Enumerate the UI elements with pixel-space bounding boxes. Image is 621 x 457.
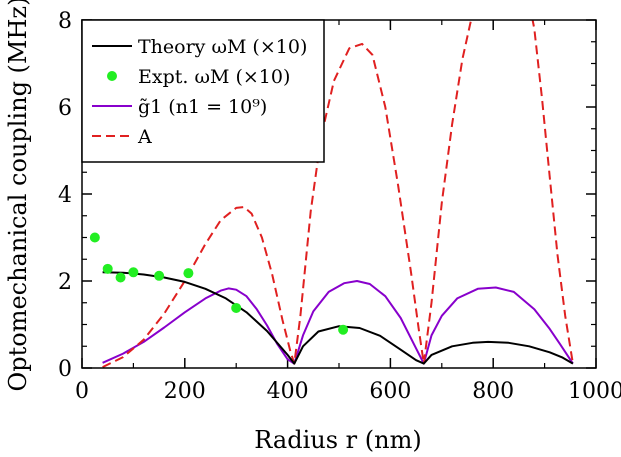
plot-frame (81, 19, 597, 369)
data-point (115, 272, 126, 283)
x-tick-label: 800 (472, 379, 514, 404)
data-point (89, 232, 100, 243)
legend-label: Expt. ωM (×10) (138, 66, 290, 88)
x-axis-title: Radius r (nm) (254, 426, 421, 454)
x-tick-label: 1000 (568, 379, 621, 404)
data-point (231, 302, 242, 313)
legend-marker (107, 71, 117, 81)
x-tick-label: 0 (75, 379, 89, 404)
series-line (102, 20, 574, 368)
y-tick-label: 0 (58, 357, 72, 382)
y-axis-title: Optomechanical coupling (MHz) (4, 0, 32, 391)
plot-area (89, 20, 574, 368)
series-line (102, 280, 574, 365)
series-line (102, 271, 574, 365)
y-tick-label: 8 (58, 9, 72, 34)
legend-label: Theory ωM (×10) (138, 36, 307, 58)
legend-box (81, 19, 325, 163)
legend-label: g̃1 (n1 = 10⁹) (138, 96, 267, 118)
x-tick-label: 600 (369, 379, 411, 404)
data-point (154, 270, 165, 281)
axes: 0 200 400 600 800 1000 0 2 4 6 8 (58, 9, 621, 404)
data-point (128, 267, 139, 278)
legend: Theory ωM (×10) Expt. ωM (×10) g̃1 (n1 = 1… (81, 19, 325, 163)
x-tick-label: 400 (267, 379, 309, 404)
data-point (338, 324, 349, 335)
y-tick-label: 6 (58, 96, 72, 121)
data-point (183, 268, 194, 279)
y-tick-label: 4 (58, 183, 72, 208)
x-tick-label: 200 (164, 379, 206, 404)
data-point (102, 263, 113, 274)
plot-border (81, 19, 597, 369)
legend-label: A (137, 126, 152, 148)
y-tick-label: 2 (58, 270, 72, 295)
